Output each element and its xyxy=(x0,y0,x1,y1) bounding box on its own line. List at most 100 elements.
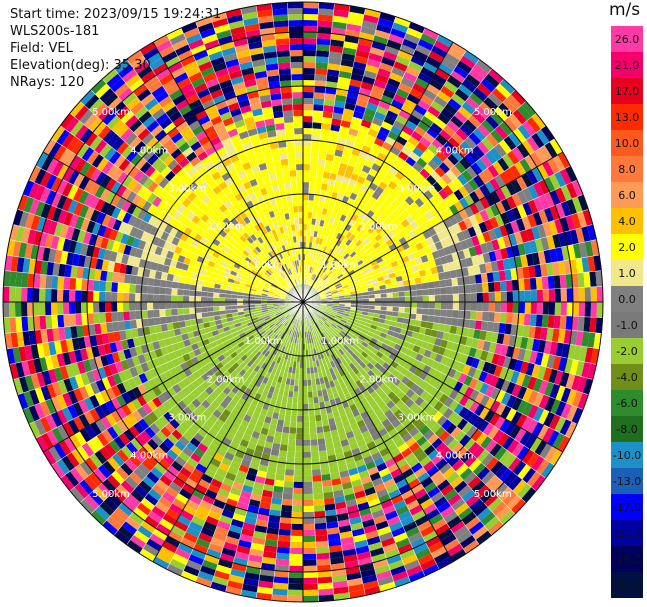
radar-cell xyxy=(310,310,315,316)
radar-cell xyxy=(451,497,466,511)
radar-cell xyxy=(517,278,525,291)
radar-cell xyxy=(356,304,363,309)
radar-cell xyxy=(303,98,314,105)
radar-cell xyxy=(365,354,373,363)
radar-cell xyxy=(521,139,535,155)
radar-cell xyxy=(510,370,520,384)
radar-cell xyxy=(474,348,483,360)
radar-cell xyxy=(516,399,528,414)
radar-cell xyxy=(505,381,516,395)
radar-cell xyxy=(330,39,345,48)
radar-cell xyxy=(351,334,359,341)
radar-cell xyxy=(500,211,511,225)
radar-cell xyxy=(153,286,160,295)
radar-cell xyxy=(416,289,423,296)
radar-cell xyxy=(317,207,323,214)
radar-cell xyxy=(318,588,334,596)
radar-cell xyxy=(291,409,298,416)
radar-cell xyxy=(595,270,603,287)
radar-cell xyxy=(348,241,356,249)
ray-separator xyxy=(302,59,480,303)
radar-cell xyxy=(479,394,491,407)
radar-cell xyxy=(359,425,369,434)
radar-cell xyxy=(316,32,332,40)
radar-cell xyxy=(317,286,323,292)
radar-cell xyxy=(490,260,499,272)
radar-cell xyxy=(451,442,464,455)
radar-cell xyxy=(319,195,326,203)
radar-cell xyxy=(277,540,291,548)
radar-cell xyxy=(587,332,596,348)
radar-cell xyxy=(510,411,523,425)
radar-cell xyxy=(356,175,366,185)
radar-cell xyxy=(590,302,597,318)
radar-cell xyxy=(430,170,442,182)
radar-cell xyxy=(467,328,475,339)
radar-cell xyxy=(412,431,424,442)
radar-cell xyxy=(315,50,330,58)
radar-cell xyxy=(324,253,330,261)
radar-cell xyxy=(321,177,330,185)
radar-cell xyxy=(431,250,440,260)
radar-cell xyxy=(419,455,432,467)
radar-cell xyxy=(395,275,403,282)
radar-cell xyxy=(364,108,377,118)
radar-cell xyxy=(375,351,384,359)
radar-cell xyxy=(447,153,460,166)
radar-cell xyxy=(463,50,480,65)
ray-separator xyxy=(302,179,578,303)
radar-cell xyxy=(515,372,526,386)
radar-cell xyxy=(457,484,472,498)
radar-cell xyxy=(371,117,384,127)
radar-cell xyxy=(426,236,435,246)
radar-cell xyxy=(346,23,362,32)
radar-cell xyxy=(343,310,350,315)
radar-cell xyxy=(370,366,379,375)
radar-cell xyxy=(379,314,386,320)
radar-cell xyxy=(333,244,339,252)
radar-cell xyxy=(474,187,485,200)
radar-cell xyxy=(118,320,126,332)
radar-cell xyxy=(571,391,583,408)
radar-cell xyxy=(171,288,178,296)
radar-cell xyxy=(458,310,465,319)
radar-cell xyxy=(560,387,572,404)
radar-cell xyxy=(343,425,353,434)
radar-cell xyxy=(436,556,453,570)
radar-cell xyxy=(415,141,428,153)
radar-cell xyxy=(303,242,307,249)
radar-cell xyxy=(349,251,357,258)
radar-cell xyxy=(409,504,423,516)
radar-cell xyxy=(396,458,408,469)
radar-cell xyxy=(347,17,363,27)
radar-cell xyxy=(474,273,482,284)
radar-cell xyxy=(303,170,310,177)
radar-cell xyxy=(469,401,480,414)
radar-cell xyxy=(349,122,361,131)
radar-cell xyxy=(337,273,344,280)
radar-cell xyxy=(357,323,365,329)
radar-cell xyxy=(312,116,323,123)
radar-cell xyxy=(411,264,419,273)
radar-cell xyxy=(317,438,326,446)
radar-cell xyxy=(303,577,318,584)
radar-cell xyxy=(531,113,546,130)
radar-cell xyxy=(518,302,525,314)
radar-cell xyxy=(508,457,522,472)
radar-cell xyxy=(372,263,380,271)
radar-cell xyxy=(312,274,317,281)
radar-cell xyxy=(165,302,172,310)
radar-cell xyxy=(428,302,435,309)
radar-cell xyxy=(406,499,420,511)
radar-cell xyxy=(391,175,402,186)
radar-cell xyxy=(443,246,452,256)
radar-cell xyxy=(446,302,454,310)
radar-cell xyxy=(378,100,391,111)
radar-cell xyxy=(516,324,524,337)
radar-cell xyxy=(481,453,495,467)
radar-cell xyxy=(390,565,407,576)
radar-cell xyxy=(396,317,404,324)
radar-cell xyxy=(465,516,481,531)
radar-cell xyxy=(346,266,354,273)
radar-cell xyxy=(363,249,371,257)
